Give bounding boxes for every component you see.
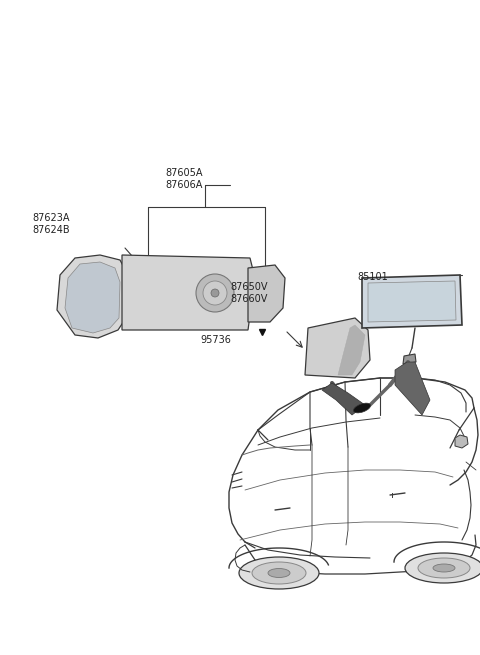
Ellipse shape (203, 281, 227, 305)
Text: 87650V
87660V: 87650V 87660V (230, 282, 267, 305)
Ellipse shape (268, 569, 290, 578)
Polygon shape (368, 281, 456, 322)
Polygon shape (57, 255, 128, 338)
Ellipse shape (418, 558, 470, 578)
Ellipse shape (353, 403, 371, 413)
Polygon shape (305, 318, 370, 378)
Ellipse shape (433, 564, 455, 572)
Polygon shape (455, 435, 468, 448)
Ellipse shape (239, 557, 319, 589)
Polygon shape (338, 325, 365, 375)
Ellipse shape (405, 553, 480, 583)
Polygon shape (122, 255, 255, 330)
Ellipse shape (196, 274, 234, 312)
Polygon shape (362, 275, 462, 328)
Polygon shape (248, 265, 285, 322)
Text: 87623A
87624B: 87623A 87624B (32, 213, 70, 235)
Polygon shape (322, 383, 365, 415)
Polygon shape (395, 362, 430, 415)
Ellipse shape (252, 562, 306, 584)
Polygon shape (403, 354, 416, 364)
Text: 95736: 95736 (200, 335, 231, 345)
Text: 87605A
87606A: 87605A 87606A (165, 168, 203, 191)
Ellipse shape (211, 289, 219, 297)
Polygon shape (65, 262, 120, 333)
Text: 85101: 85101 (357, 272, 388, 282)
